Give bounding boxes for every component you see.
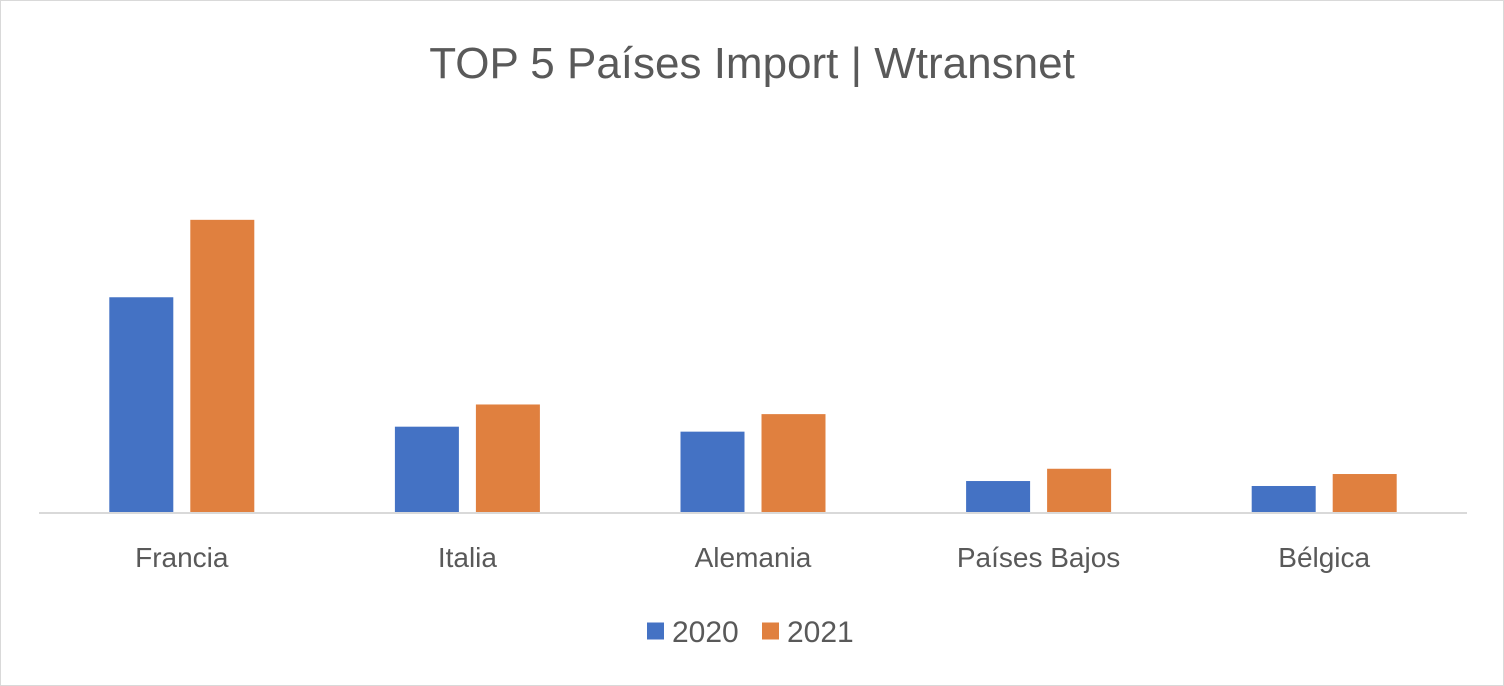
bar-2020-francia: [109, 297, 174, 512]
bar-2021-italia: [475, 404, 540, 512]
bars-group: [109, 219, 1397, 512]
legend: 2020 2021: [647, 616, 854, 649]
category-label: Países Bajos: [957, 542, 1120, 573]
bar-2020-países-bajos: [966, 481, 1031, 512]
legend-swatch-2020: [647, 622, 664, 640]
category-label: Alemania: [695, 542, 812, 573]
bar-2020-italia: [394, 426, 459, 512]
category-label: Francia: [135, 542, 229, 573]
category-labels: Francia Italia Alemania Países Bajos Bélgica: [135, 542, 1370, 573]
category-label: Bélgica: [1278, 542, 1370, 573]
legend-label-2020: 2020: [672, 616, 739, 649]
bar-2020-alemania: [680, 431, 745, 512]
legend-label-2021: 2021: [787, 616, 854, 649]
bar-2021-alemania: [761, 414, 826, 512]
bar-2021-francia: [190, 219, 255, 512]
category-label: Italia: [438, 542, 498, 573]
bar-2020-bélgica: [1251, 485, 1316, 512]
chart-title: TOP 5 Países Import | Wtransnet: [429, 39, 1075, 88]
bar-2021-bélgica: [1332, 474, 1397, 512]
legend-swatch-2021: [762, 622, 779, 640]
bar-2021-países-bajos: [1047, 468, 1112, 512]
